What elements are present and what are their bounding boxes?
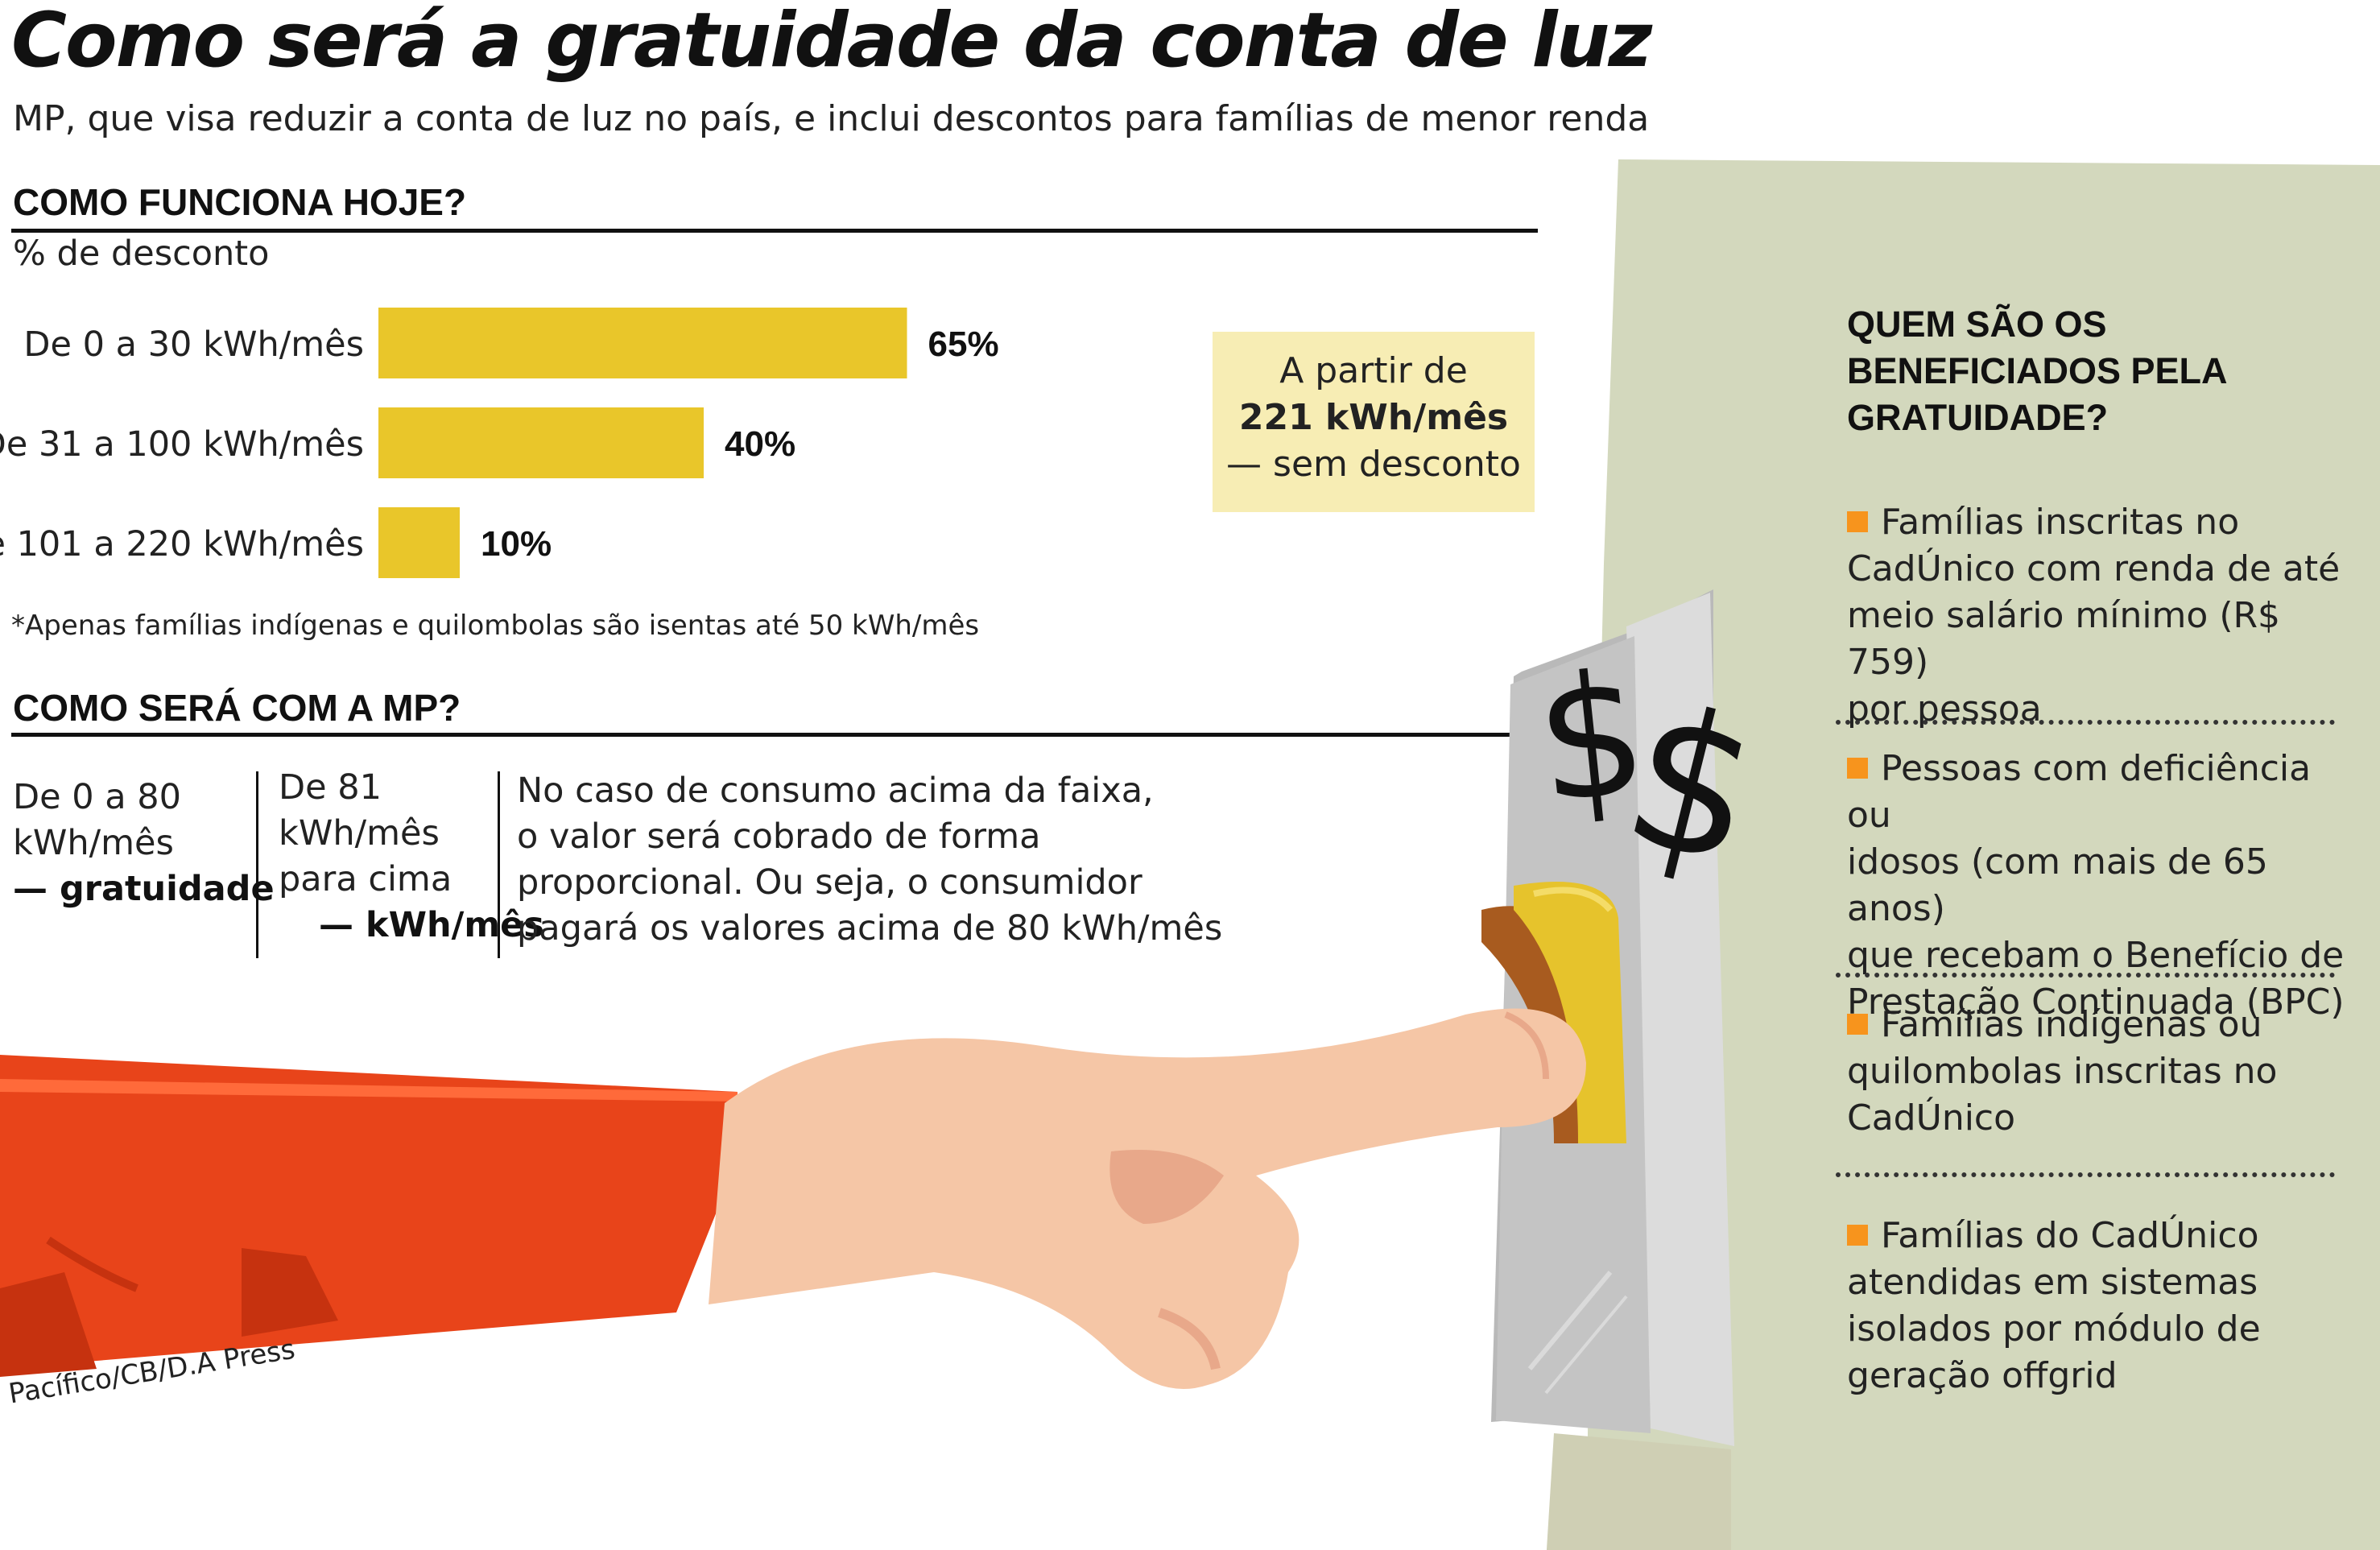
no-discount-line2: 221 kWh/mês [1238,397,1509,438]
page-subtitle: MP, que visa reduzir a conta de luz no p… [13,98,1650,139]
beneficiary-text: que recebam o Benefício de [1847,935,2345,976]
beneficiary-item: Famílias inscritas no CadÚnico com renda… [1847,499,2346,733]
section-today-rule [11,229,1538,233]
page-title: Como será a gratuidade da conta de luz [11,0,1652,85]
mp-col2-line4: — kWh/mês [319,905,544,945]
mp-column-free: De 0 a 80 kWh/mês — gratuidade [13,775,275,912]
beneficiary-text: atendidas em sistemas [1847,1262,2258,1303]
mp-col3-line2: o valor será cobrado de forma [517,816,1041,857]
beneficiary-text: geração offgrid [1847,1355,2118,1396]
beneficiary-item: Pessoas com deficiência ou idosos (com m… [1847,746,2346,1026]
beneficiary-text: CadÚnico [1847,1097,2016,1139]
dotted-divider [1836,973,2335,978]
beneficiary-text: isolados por módulo de [1847,1308,2261,1350]
section-mp-rule [11,733,1517,737]
beneficiary-text: Pessoas com deficiência ou [1847,748,2312,836]
mp-col3-line1: No caso de consumo acima da faixa, [517,771,1154,811]
footnote: *Apenas famílias indígenas e quilombolas… [11,610,980,642]
dotted-divider [1836,720,2335,725]
bar [378,308,907,378]
bullet-square-icon [1847,1225,1868,1246]
section-today-heading: COMO FUNCIONA HOJE? [13,181,467,223]
beneficiary-text: CadÚnico com renda de até [1847,548,2341,589]
mp-col2-line3: para cima [279,859,452,899]
bar [378,407,704,478]
no-discount-box: A partir de 221 kWh/mês — sem desconto [1213,332,1535,512]
hand-icon [709,1008,1586,1389]
bullet-square-icon [1847,758,1868,779]
sleeve-icon [0,1055,738,1377]
beneficiary-text: meio salário mínimo (R$ 759) [1847,595,2281,683]
beneficiary-text: idosos (com mais de 65 anos) [1847,841,2268,929]
mp-divider-1 [256,771,258,958]
mp-col2-line2: kWh/mês [279,813,440,854]
mp-col1-line3: — gratuidade [13,869,275,909]
bar-value-label: 10% [481,524,552,564]
mp-column-above: De 81 kWh/mês para cima — kWh/mês [279,765,544,949]
mp-col2-line1: De 81 [279,767,382,808]
beneficiaries-heading-line: BENEFICIADOS PELA [1847,350,2228,391]
beneficiary-text: quilombolas inscritas no [1847,1051,2278,1092]
bar-category-label: De 31 a 100 kWh/mês [0,424,364,465]
bullet-square-icon [1847,1014,1868,1035]
no-discount-line1: A partir de [1279,350,1468,391]
beneficiaries-heading-line: QUEM SÃO OS [1847,304,2107,345]
bar [378,507,460,578]
beneficiary-text: por pessoa [1847,688,2042,730]
beneficiaries-heading-line: GRATUIDADE? [1847,397,2109,438]
beneficiary-item: Famílias indígenas ou quilombolas inscri… [1847,1002,2346,1142]
mp-divider-2 [498,771,500,958]
bar-category-label: De 0 a 30 kWh/mês [23,324,364,365]
mp-col1-line1: De 0 a 80 [13,777,181,817]
beneficiary-text: Prestação Continuada (BPC) [1847,982,2345,1023]
beneficiaries-heading: QUEM SÃO OS BENEFICIADOS PELA GRATUIDADE… [1847,301,2298,441]
mp-col3-line3: proporcional. Ou seja, o consumidor [517,862,1142,903]
discount-bar-chart: De 0 a 30 kWh/mês 65% De 31 a 100 kWh/mês 4… [0,308,999,578]
dotted-divider [1836,1172,2335,1177]
dollar-sign-icon: $ [1527,634,1655,842]
hand-pressing-switch-illustration: $ $ [0,589,1771,1550]
beneficiary-text: Famílias inscritas no [1881,502,2240,543]
bar-category-label: De 101 a 220 kWh/mês [0,524,364,564]
no-discount-line3: — sem desconto [1226,444,1521,485]
beneficiary-text: Famílias indígenas ou [1881,1004,2262,1045]
bar-value-label: 40% [725,424,795,464]
mp-col3-line4: pagará os valores acima de 80 kWh/mês [517,908,1223,949]
beneficiary-text: Famílias do CadÚnico [1881,1215,2259,1256]
mp-column-explanation: No caso de consumo acima da faixa, o val… [517,768,1222,952]
section-mp-heading: COMO SERÁ COM A MP? [13,687,461,729]
bar-value-label: 65% [928,324,999,364]
mp-col1-line2: kWh/mês [13,823,174,863]
unit-label: % de desconto [13,234,270,274]
beneficiaries-panel-bg [1586,159,2380,1550]
bullet-square-icon [1847,511,1868,532]
beneficiary-item: Famílias do CadÚnico atendidas em sistem… [1847,1213,2346,1399]
